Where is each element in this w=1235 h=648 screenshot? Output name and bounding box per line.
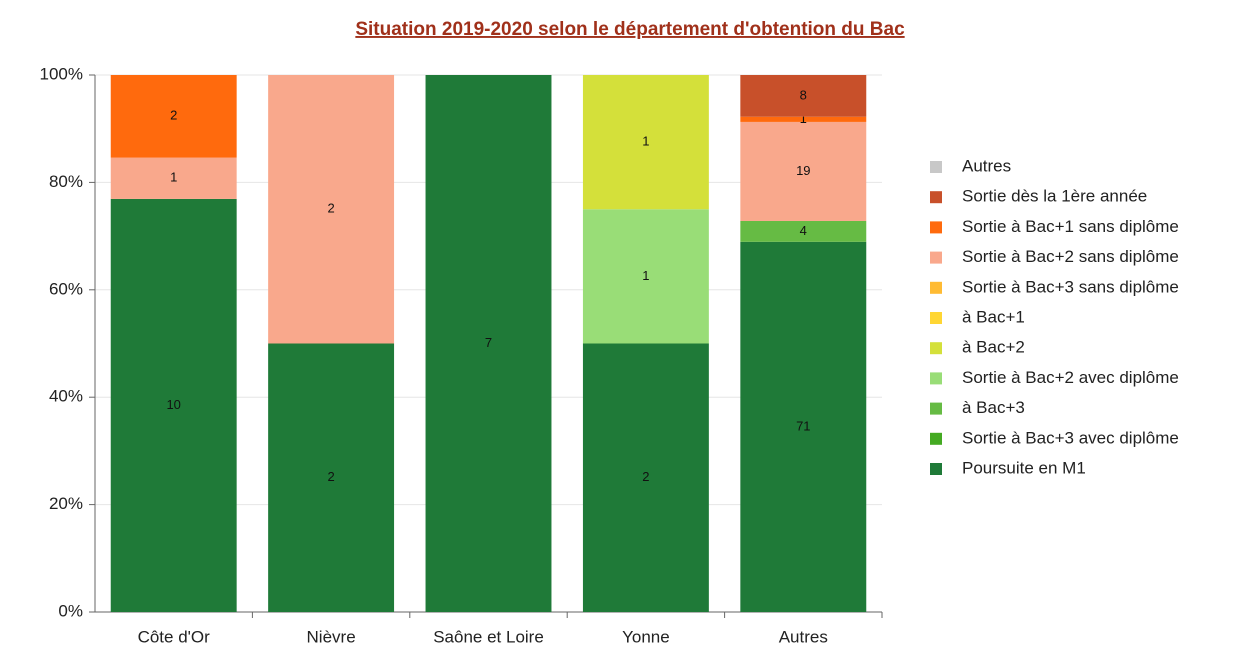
legend-swatch	[930, 281, 942, 294]
y-tick-label: 0%	[58, 601, 83, 620]
legend-label: Sortie dès la 1ère année	[962, 187, 1147, 206]
legend-label: à Bac+3	[962, 398, 1025, 417]
legend-label: Sortie à Bac+3 avec diplôme	[962, 428, 1179, 447]
y-tick-label: 80%	[49, 172, 83, 191]
value-label: 71	[796, 418, 810, 433]
bar-segment	[582, 75, 709, 210]
y-tick-label: 100%	[40, 64, 83, 83]
value-label: 10	[166, 397, 180, 412]
bar-segment	[425, 75, 552, 612]
bar-segment	[740, 220, 867, 242]
value-label: 7	[485, 335, 492, 350]
value-label: 4	[800, 223, 807, 238]
legend-swatch	[930, 191, 942, 204]
value-label: 2	[327, 469, 334, 484]
value-label: 8	[800, 87, 807, 102]
x-tick-label: Nièvre	[307, 627, 356, 646]
bar-segment	[110, 198, 237, 612]
value-label: 1	[642, 268, 649, 283]
legend-label: Sortie à Bac+2 avec diplôme	[962, 368, 1179, 387]
legend-swatch	[930, 251, 942, 264]
legend-swatch	[930, 161, 942, 173]
bar-segment	[740, 75, 867, 117]
legend-label: à Bac+2	[962, 338, 1025, 357]
bar-segment	[582, 343, 709, 612]
bar-segment	[268, 343, 395, 612]
chart-title: Situation 2019-2020 selon le département…	[355, 19, 905, 40]
x-tick-label: Côte d'Or	[138, 627, 211, 646]
y-tick-label: 60%	[49, 279, 83, 298]
bar-segment	[740, 116, 867, 122]
value-label: 19	[796, 163, 810, 178]
x-tick-label: Autres	[779, 627, 828, 646]
value-label: 2	[642, 469, 649, 484]
legend-label: Autres	[962, 156, 1011, 175]
x-tick-label: Yonne	[622, 627, 670, 646]
x-tick-label: Saône et Loire	[433, 627, 544, 646]
legend-swatch	[930, 221, 942, 234]
legend-swatch	[930, 372, 942, 385]
legend-swatch	[930, 402, 942, 415]
value-label: 1	[800, 111, 807, 126]
legend-swatch	[930, 342, 942, 355]
bar-segment	[740, 241, 867, 612]
y-tick-label: 40%	[49, 387, 83, 406]
legend-label: Sortie à Bac+2 sans diplôme	[962, 247, 1179, 266]
bar-segment	[740, 121, 867, 221]
bar-segment	[268, 75, 395, 344]
legend-swatch	[930, 312, 942, 324]
bar-segment	[110, 75, 237, 158]
bar-segment	[110, 157, 237, 199]
value-label: 2	[327, 201, 334, 216]
bar-segment	[582, 209, 709, 344]
legend-label: Sortie à Bac+3 sans diplôme	[962, 277, 1179, 296]
value-label: 2	[170, 108, 177, 123]
value-label: 1	[170, 170, 177, 185]
legend-label: Sortie à Bac+1 sans diplôme	[962, 217, 1179, 236]
legend-swatch	[930, 463, 942, 475]
legend-label: Poursuite en M1	[962, 458, 1086, 477]
legend-swatch	[930, 432, 942, 445]
value-label: 1	[642, 134, 649, 149]
y-tick-label: 20%	[49, 494, 83, 513]
legend-label: à Bac+1	[962, 307, 1025, 326]
